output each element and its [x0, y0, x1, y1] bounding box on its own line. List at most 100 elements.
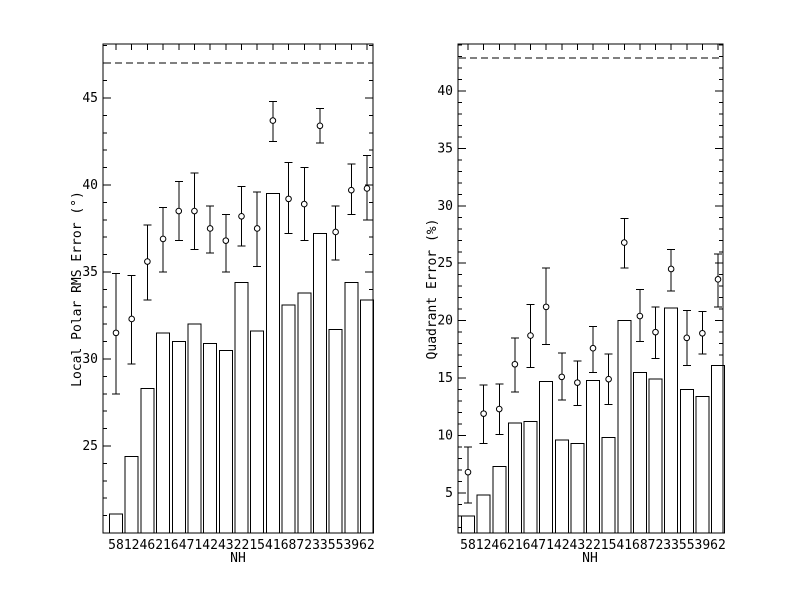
y-tick-label: 20: [437, 314, 453, 329]
bar-72: [297, 292, 312, 534]
bar-68: [632, 371, 647, 534]
x-tick-label: 68: [281, 538, 297, 553]
x-tick-label: 58: [460, 538, 476, 553]
errorbars: [112, 100, 371, 395]
point-marker-64: [527, 332, 534, 339]
y-tick-label: 45: [82, 91, 98, 106]
point-marker-72: [652, 328, 659, 336]
point-marker-62: [714, 276, 722, 283]
point-marker-15: [253, 225, 261, 232]
point-marker-64: [175, 207, 183, 215]
bar-72: [648, 378, 663, 534]
bar-62: [360, 299, 374, 534]
point-marker-58: [112, 329, 120, 337]
x-tick-label: 15: [249, 538, 265, 553]
x-tick-label: 21: [507, 538, 523, 553]
y-tick-label: 25: [82, 439, 98, 454]
bar-41: [265, 193, 280, 534]
bar-64: [171, 341, 186, 534]
right-xlabel: NH: [582, 551, 598, 566]
x-tick-label: 46: [140, 538, 156, 553]
bar-21: [156, 332, 171, 534]
x-tick-label: 46: [491, 538, 507, 553]
point-marker-72: [300, 200, 308, 208]
x-tick-label: 39: [343, 538, 359, 553]
point-marker-42: [206, 225, 214, 232]
bar-21: [507, 422, 522, 534]
bar-55: [328, 328, 343, 534]
x-tick-labels: 58 12 46 21 64 71 42 43 22 15 41 68 72 33 55 39 62: [460, 538, 726, 553]
bar-46: [140, 388, 155, 534]
bar-39: [344, 281, 359, 534]
bar-42: [554, 439, 569, 534]
x-tick-label: 41: [616, 538, 632, 553]
x-tick-label: 39: [695, 538, 711, 553]
bars: [461, 307, 725, 534]
y-tick-label: 10: [437, 428, 453, 443]
bar-71: [187, 323, 202, 534]
point-marker-58: [464, 468, 472, 476]
x-tick-labels: 58 12 46 21 64 71 42 43 22 15 41 68 72 33 55 39 62: [108, 538, 375, 553]
point-marker-12: [128, 315, 135, 323]
right-ylabel: Quadrant Error (%): [425, 219, 440, 360]
point-marker-55: [683, 334, 691, 342]
x-tick-label: 43: [570, 538, 586, 553]
point-marker-42: [558, 373, 566, 381]
x-tick-label: 55: [679, 538, 695, 553]
left-ylabel: Local Polar RMS Error (°): [70, 191, 85, 387]
x-tick-label: 71: [538, 538, 554, 553]
point-marker-43: [574, 379, 581, 386]
point-marker-39: [348, 186, 355, 194]
bar-43: [570, 442, 585, 534]
y-tick-label: 25: [437, 256, 453, 271]
x-tick-label: 68: [632, 538, 648, 553]
point-marker-22: [238, 212, 245, 220]
bar-22: [234, 281, 249, 534]
point-marker-68: [285, 195, 292, 203]
bar-12: [476, 494, 491, 534]
point-marker-22: [589, 344, 597, 352]
point-marker-71: [191, 207, 198, 215]
x-tick-label: 64: [523, 538, 539, 553]
bars: [109, 193, 374, 534]
point-marker-41: [269, 117, 277, 124]
x-tick-label: 33: [312, 538, 328, 553]
x-tick-label: 64: [171, 538, 187, 553]
x-tick-label: 12: [124, 538, 140, 553]
point-marker-62: [363, 185, 371, 192]
point-marker-68: [636, 312, 644, 320]
x-tick-label: 71: [187, 538, 203, 553]
y-tick-label: 15: [437, 371, 453, 386]
point-marker-33: [667, 265, 675, 273]
bar-46: [492, 465, 507, 534]
x-tick-label: 55: [328, 538, 344, 553]
y-tick-label: 5: [445, 486, 453, 501]
bar-43: [218, 349, 233, 534]
x-tick-label: 22: [585, 538, 601, 553]
axes-box: [457, 43, 724, 534]
bar-68: [281, 304, 296, 534]
point-marker-43: [222, 237, 230, 244]
point-marker-21: [159, 235, 167, 243]
bar-22: [586, 379, 600, 534]
x-tick-label: 12: [476, 538, 492, 553]
x-tick-label: 21: [155, 538, 171, 553]
bar-55: [679, 389, 694, 534]
x-tick-label: 62: [710, 538, 726, 553]
point-marker-15: [605, 375, 612, 383]
errorbars: [464, 217, 722, 504]
y-tick-labels: 25 30 35 40 45: [82, 91, 98, 454]
x-tick-label: 62: [359, 538, 375, 553]
axes-box: [102, 43, 374, 534]
bar-33: [312, 233, 327, 534]
bar-33: [664, 307, 679, 534]
x-tick-label: 58: [108, 538, 124, 553]
left-plot: 25 30 35 40 45 58 12 46 21 64 71 42 43 22 15 41 68 72 33 55…: [82, 43, 375, 553]
bar-39: [695, 395, 710, 534]
x-tick-label: 72: [648, 538, 664, 553]
y-tick-label: 30: [82, 352, 98, 367]
point-marker-71: [542, 303, 550, 311]
